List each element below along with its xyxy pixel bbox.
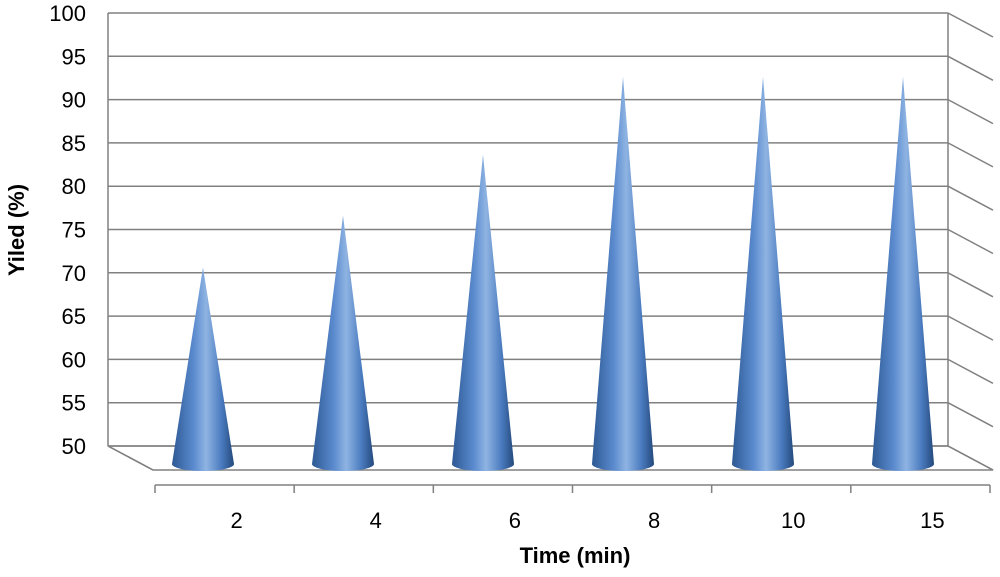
- y-axis-tick-labels: 50 55 60 65 70 75 80 85 90 95 100: [49, 1, 86, 459]
- y-tick-label: 90: [62, 88, 86, 113]
- cone-body: [872, 76, 934, 471]
- x-tick-label: 2: [230, 508, 242, 533]
- y-tick-label: 50: [62, 434, 86, 459]
- gridline-depth: [947, 98, 994, 125]
- gridline-depth: [947, 228, 994, 255]
- y-tick-label: 95: [62, 44, 86, 69]
- cones: [172, 76, 934, 471]
- gridline-depth: [947, 402, 994, 428]
- gridline-depth: [947, 55, 994, 81]
- cone-body: [732, 76, 794, 471]
- x-tick-label: 4: [370, 508, 382, 533]
- x-axis-tick-labels: 2 4 6 8 10 15: [230, 508, 944, 533]
- x-tick-label: 10: [781, 508, 805, 533]
- gridline-depth: [947, 315, 994, 341]
- gridline-depth: [947, 12, 994, 38]
- gridline-depth: [947, 142, 994, 168]
- y-tick-label: 75: [62, 218, 86, 243]
- y-tick-label: 85: [62, 131, 86, 156]
- cone: [872, 76, 934, 471]
- x-tick-label: 6: [509, 508, 521, 533]
- x-tick-label: 8: [648, 508, 660, 533]
- y-tick-label: 80: [62, 174, 86, 199]
- gridline-depth: [947, 358, 994, 385]
- x-tick-label: 15: [920, 508, 944, 533]
- cone: [592, 76, 654, 471]
- y-axis-title: Yiled (%): [4, 184, 29, 276]
- cone: [312, 215, 374, 471]
- y-tick-label: 70: [62, 261, 86, 286]
- x-axis-title: Time (min): [520, 543, 631, 568]
- gridline-depth: [947, 272, 994, 298]
- cone: [452, 154, 514, 471]
- cone-body: [172, 267, 234, 471]
- floor-left-edge: [107, 445, 154, 471]
- cone-body: [452, 154, 514, 471]
- floor: [107, 445, 994, 471]
- cone-body: [312, 215, 374, 471]
- gridlines: [107, 12, 994, 493]
- cone: [732, 76, 794, 471]
- y-tick-label: 100: [49, 1, 86, 26]
- y-tick-label: 65: [62, 304, 86, 329]
- cone: [172, 267, 234, 471]
- y-tick-label: 55: [62, 391, 86, 416]
- cone-body: [592, 76, 654, 471]
- gridline-depth: [947, 185, 994, 211]
- y-tick-label: 60: [62, 347, 86, 372]
